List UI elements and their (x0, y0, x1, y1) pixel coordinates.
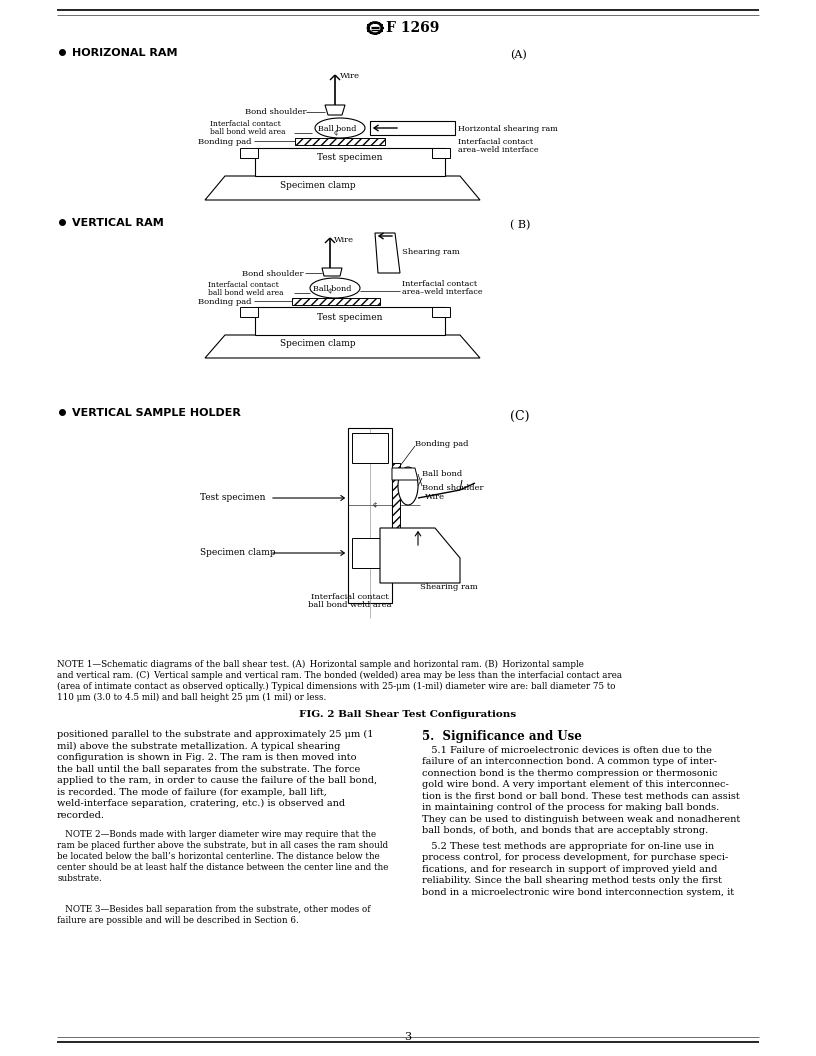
Text: Bond shoulder: Bond shoulder (242, 270, 304, 278)
Bar (380, 27, 384, 29)
Text: Wire: Wire (334, 235, 354, 244)
Text: (C): (C) (510, 410, 530, 423)
Text: Ball bond: Ball bond (313, 285, 352, 293)
Text: 110 μm (3.0 to 4.5 mil) and ball height 25 μm (1 mil) or less.: 110 μm (3.0 to 4.5 mil) and ball height … (57, 693, 326, 702)
Text: Specimen clamp: Specimen clamp (280, 181, 356, 189)
Polygon shape (375, 233, 400, 274)
Text: Horizontal shearing ram: Horizontal shearing ram (458, 125, 558, 133)
Text: ball bond weld area: ball bond weld area (308, 601, 392, 609)
Text: FIG. 2 Ball Shear Test Configurations: FIG. 2 Ball Shear Test Configurations (299, 710, 517, 719)
Text: Shearing ram: Shearing ram (402, 248, 459, 256)
Bar (255, 148, 445, 176)
Bar (374, 33, 376, 35)
Bar (295, 138, 385, 145)
Ellipse shape (315, 118, 365, 138)
Bar (370, 121, 455, 135)
Text: Specimen clamp: Specimen clamp (200, 548, 276, 557)
Text: VERTICAL SAMPLE HOLDER: VERTICAL SAMPLE HOLDER (72, 408, 241, 418)
Text: Test specimen: Test specimen (317, 313, 383, 321)
Text: Test specimen: Test specimen (200, 493, 265, 502)
Text: (area of intimate contact as observed optically.) Typical dimensions with 25-μm : (area of intimate contact as observed op… (57, 682, 615, 691)
Polygon shape (325, 105, 345, 115)
Text: and vertical ram. (C) Vertical sample and vertical ram. The bonded (welded) area: and vertical ram. (C) Vertical sample an… (57, 671, 622, 680)
Text: NOTE 3—Besides ball separation from the substrate, other modes of
failure are po: NOTE 3—Besides ball separation from the … (57, 905, 370, 925)
Bar (379, 30, 383, 32)
Bar (367, 30, 370, 32)
Bar (370, 22, 373, 24)
Polygon shape (205, 335, 480, 358)
Text: Bond shoulder: Bond shoulder (422, 484, 484, 492)
Text: 5.2 These test methods are appropriate for on-line use in
process control, for p: 5.2 These test methods are appropriate f… (422, 842, 734, 897)
Text: Wire: Wire (425, 493, 445, 501)
Bar (377, 32, 380, 34)
Text: 5.  Significance and Use: 5. Significance and Use (422, 730, 582, 743)
Text: HORIZONAL RAM: HORIZONAL RAM (72, 48, 178, 58)
Text: Specimen clamp: Specimen clamp (280, 339, 356, 348)
Text: Shearing ram: Shearing ram (420, 583, 477, 591)
Text: ball bond weld area: ball bond weld area (210, 128, 286, 136)
Bar (348, 428, 392, 603)
Ellipse shape (310, 278, 360, 298)
Bar (432, 307, 450, 317)
Text: Bonding pad: Bonding pad (198, 298, 252, 306)
Text: Interfacial contact: Interfacial contact (402, 280, 477, 288)
Text: positioned parallel to the substrate and approximately 25 μm (1
mil) above the s: positioned parallel to the substrate and… (57, 730, 377, 819)
Text: Wire: Wire (340, 72, 360, 80)
Polygon shape (322, 268, 342, 276)
Text: VERTICAL RAM: VERTICAL RAM (72, 218, 164, 228)
Text: ¢: ¢ (333, 129, 338, 137)
Bar (352, 538, 388, 568)
Bar (377, 22, 380, 24)
Text: Interfacial contact: Interfacial contact (311, 593, 389, 601)
Bar (367, 24, 370, 26)
Text: Ball bond: Ball bond (318, 125, 357, 133)
Text: Interfacial contact: Interfacial contact (458, 138, 533, 146)
Bar (370, 32, 373, 34)
Text: ¢: ¢ (373, 501, 377, 509)
Polygon shape (205, 176, 480, 200)
Ellipse shape (370, 23, 380, 33)
Text: 3: 3 (405, 1032, 411, 1042)
Text: ¢: ¢ (328, 287, 332, 295)
Text: Interfacial contact: Interfacial contact (208, 281, 279, 289)
Bar (240, 307, 258, 317)
Text: Ball bond: Ball bond (422, 470, 462, 478)
Text: area–weld interface: area–weld interface (402, 288, 482, 296)
Text: Bonding pad: Bonding pad (415, 440, 468, 448)
Text: Bond shoulder: Bond shoulder (245, 108, 307, 116)
Text: 5.1 Failure of microelectronic devices is often due to the
failure of an interco: 5.1 Failure of microelectronic devices i… (422, 746, 740, 835)
Text: NOTE 1—Schematic diagrams of the ball shear test. (A) Horizontal sample and hori: NOTE 1—Schematic diagrams of the ball sh… (57, 660, 584, 670)
Text: NOTE 2—Bonds made with larger diameter wire may require that the
ram be placed f: NOTE 2—Bonds made with larger diameter w… (57, 830, 388, 884)
Bar (240, 148, 258, 158)
Bar (292, 298, 380, 305)
Bar (352, 433, 388, 463)
Text: Test specimen: Test specimen (317, 153, 383, 163)
Ellipse shape (367, 21, 383, 35)
Text: F 1269: F 1269 (386, 21, 439, 35)
Bar (374, 21, 376, 23)
Bar (255, 307, 445, 335)
Polygon shape (380, 528, 460, 583)
Bar (432, 148, 450, 158)
Text: (A): (A) (510, 50, 527, 60)
Text: ball bond weld area: ball bond weld area (208, 289, 284, 297)
Text: ( B): ( B) (510, 220, 530, 230)
Ellipse shape (398, 467, 418, 505)
Text: Interfacial contact: Interfacial contact (210, 120, 281, 128)
Text: area–weld interface: area–weld interface (458, 146, 539, 154)
Bar (366, 27, 370, 29)
Bar (379, 24, 383, 26)
Bar (392, 463, 400, 528)
Text: Bonding pad: Bonding pad (198, 138, 252, 146)
Polygon shape (392, 468, 418, 480)
